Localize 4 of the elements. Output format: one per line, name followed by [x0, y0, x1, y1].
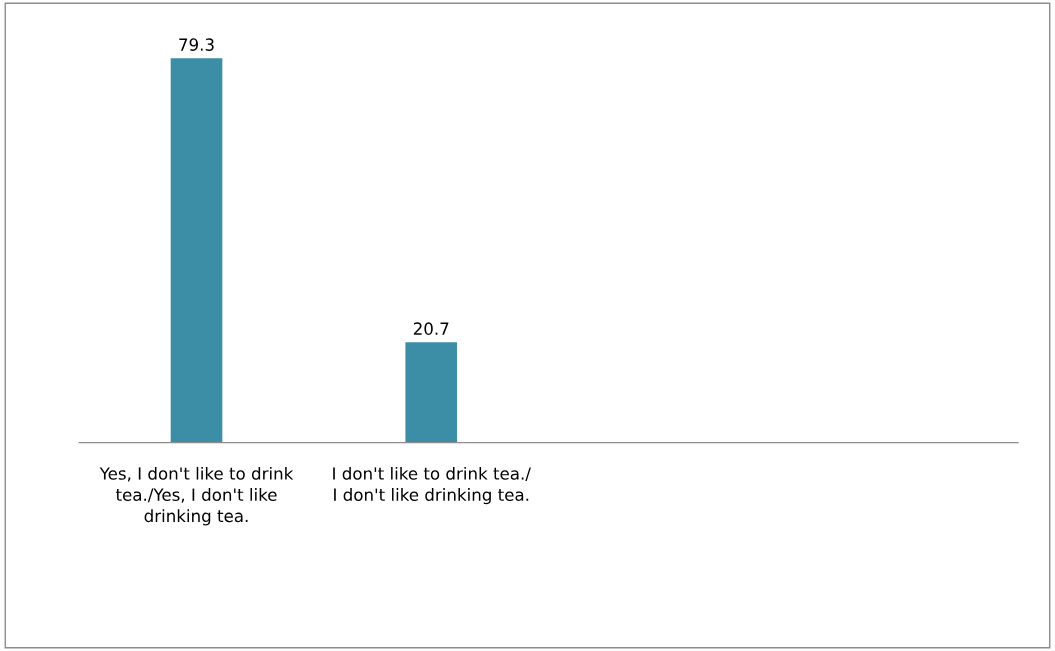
- x-tick-label: Yes, I don't like to drink tea./Yes, I don't like drinking tea.: [99, 466, 294, 526]
- x-tick-label: I don't like to drink tea./ I don't like drinking tea.: [333, 466, 531, 505]
- data-label: 20.7: [413, 322, 449, 335]
- data-label: 79.3: [179, 38, 214, 51]
